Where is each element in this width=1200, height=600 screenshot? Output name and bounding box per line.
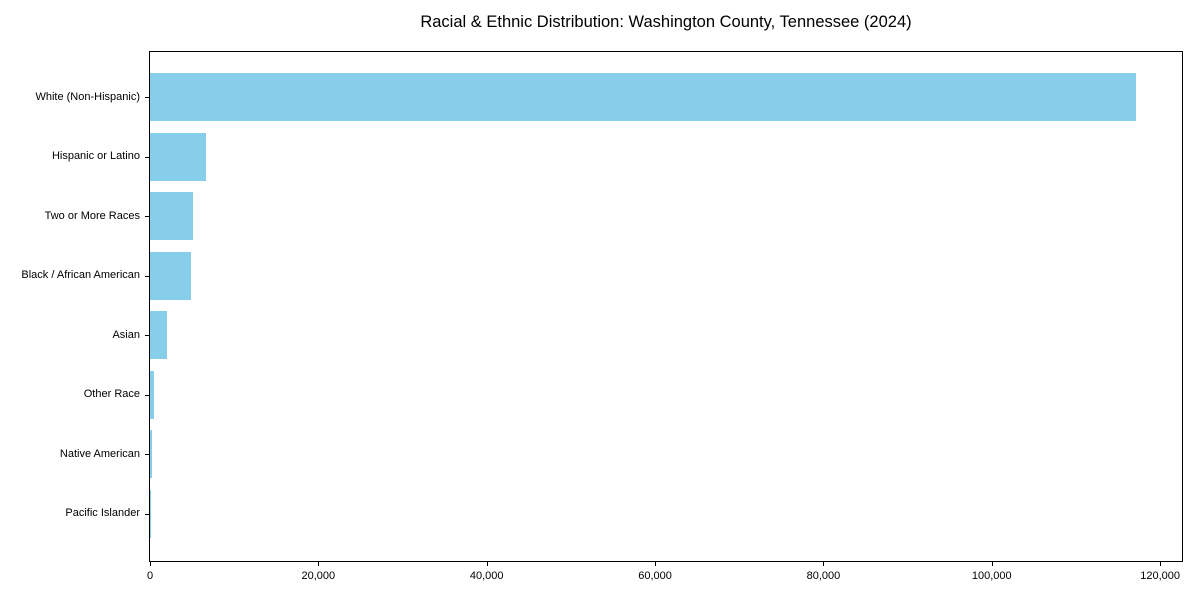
x-tick-6 xyxy=(1160,562,1162,566)
x-tick-label-5: 100,000 xyxy=(971,570,1012,582)
chart-title: Racial & Ethnic Distribution: Washington… xyxy=(420,13,912,31)
y-tick-label-two-or-more-races: Two or More Races xyxy=(44,209,140,222)
x-tick-label-2: 40,000 xyxy=(469,570,504,582)
x-tick-4 xyxy=(823,562,825,566)
y-tick-label-hispanic-or-latino: Hispanic or Latino xyxy=(51,150,140,163)
y-tick-pacific-islander xyxy=(145,513,149,515)
bar-other-race xyxy=(150,370,155,419)
y-tick-white-non-hispanic xyxy=(145,97,149,98)
x-tick-label-0: 0 xyxy=(146,570,154,582)
x-tick-label-3: 60,000 xyxy=(638,570,672,582)
x-tick-label-1: 20,000 xyxy=(301,570,336,582)
y-tick-label-other-race: Other Race xyxy=(83,388,140,401)
x-tick-0 xyxy=(150,562,151,566)
y-tick-black-african-american xyxy=(145,275,149,277)
y-tick-native-american xyxy=(145,454,149,456)
plot-area xyxy=(149,51,1183,562)
y-tick-label-white-non-hispanic: White (Non-Hispanic) xyxy=(35,90,140,103)
y-tick-label-native-american: Native American xyxy=(59,447,140,460)
y-tick-label-asian: Asian xyxy=(112,328,140,341)
y-tick-asian xyxy=(145,335,149,337)
bar-asian xyxy=(150,311,167,360)
x-tick-label-6: 120,000 xyxy=(1140,570,1180,582)
bar-two-or-more-races xyxy=(150,192,193,241)
x-tick-3 xyxy=(655,562,657,566)
bar-black-african-american xyxy=(150,251,191,300)
bar-white-non-hispanic xyxy=(150,73,1136,121)
bar-native-american xyxy=(150,430,152,479)
x-tick-label-4: 80,000 xyxy=(806,570,841,582)
y-tick-hispanic-or-latino xyxy=(145,156,149,158)
x-tick-1 xyxy=(318,562,320,566)
bar-pacific-islander xyxy=(150,489,151,538)
x-tick-5 xyxy=(991,562,993,566)
y-tick-label-pacific-islander: Pacific Islander xyxy=(65,507,140,520)
x-tick-2 xyxy=(486,562,488,566)
y-tick-two-or-more-races xyxy=(145,216,149,218)
bar-hispanic-or-latino xyxy=(150,132,206,181)
y-tick-other-race xyxy=(145,394,149,396)
y-tick-label-black-african-american: Black / African American xyxy=(21,269,140,282)
